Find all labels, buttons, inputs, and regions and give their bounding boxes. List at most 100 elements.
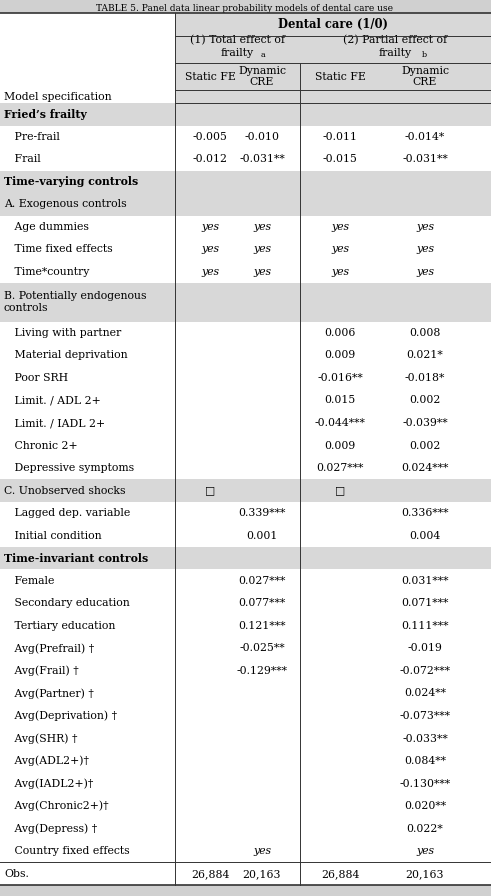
- Bar: [0, 194, 491, 216]
- Text: Lagged dep. variable: Lagged dep. variable: [4, 508, 130, 518]
- Text: Material deprivation: Material deprivation: [4, 350, 128, 360]
- Text: Dental care (1/0): Dental care (1/0): [278, 18, 388, 31]
- Text: Time-invariant controls: Time-invariant controls: [4, 553, 148, 564]
- Text: (1) Total effect of
frailty: (1) Total effect of frailty: [190, 35, 285, 58]
- Text: Obs.: Obs.: [4, 869, 29, 879]
- Text: 0.084**: 0.084**: [404, 756, 446, 766]
- Text: Pre-frail: Pre-frail: [4, 132, 60, 142]
- Text: -0.033**: -0.033**: [402, 734, 448, 744]
- Text: -0.010: -0.010: [245, 132, 279, 142]
- Text: 20,163: 20,163: [243, 869, 281, 879]
- Text: Static FE: Static FE: [185, 72, 236, 82]
- Text: Avg(Prefrail) †: Avg(Prefrail) †: [4, 643, 94, 654]
- Text: Avg(ADL2+)†: Avg(ADL2+)†: [4, 755, 89, 766]
- Text: yes: yes: [331, 245, 349, 254]
- Text: -0.129***: -0.129***: [237, 666, 288, 676]
- Text: □: □: [335, 486, 345, 495]
- Text: 0.077***: 0.077***: [238, 599, 286, 608]
- Text: -0.018*: -0.018*: [405, 373, 445, 383]
- Text: 0.031***: 0.031***: [401, 576, 449, 586]
- Text: -0.012: -0.012: [192, 154, 227, 164]
- Text: 0.339***: 0.339***: [238, 508, 286, 518]
- Text: 0.001: 0.001: [246, 530, 278, 540]
- Text: Avg(Deprivation) †: Avg(Deprivation) †: [4, 711, 117, 721]
- Text: TABLE 5. Panel data linear probability models of dental care use: TABLE 5. Panel data linear probability m…: [97, 4, 393, 13]
- Text: 0.020**: 0.020**: [404, 801, 446, 811]
- Text: a: a: [261, 50, 265, 58]
- Text: 0.024**: 0.024**: [404, 688, 446, 699]
- Text: Time fixed effects: Time fixed effects: [4, 245, 112, 254]
- Text: 0.027***: 0.027***: [238, 576, 286, 586]
- Bar: [0, 170, 491, 194]
- Text: Dynamic
CRE: Dynamic CRE: [238, 65, 286, 87]
- Text: Tertiary education: Tertiary education: [4, 621, 115, 631]
- Text: 0.021*: 0.021*: [407, 350, 443, 360]
- Text: yes: yes: [416, 846, 434, 857]
- Text: Dynamic
CRE: Dynamic CRE: [401, 65, 449, 87]
- Text: 0.024***: 0.024***: [401, 463, 449, 473]
- Text: 0.111***: 0.111***: [401, 621, 449, 631]
- Text: Model specification: Model specification: [4, 91, 111, 101]
- Text: 0.071***: 0.071***: [401, 599, 449, 608]
- Text: -0.025**: -0.025**: [239, 643, 285, 653]
- Text: yes: yes: [331, 267, 349, 277]
- Text: b: b: [421, 50, 427, 58]
- Text: Avg(SHR) †: Avg(SHR) †: [4, 733, 78, 744]
- Text: 0.121***: 0.121***: [238, 621, 286, 631]
- Text: C. Unobserved shocks: C. Unobserved shocks: [4, 486, 126, 495]
- Text: 0.027***: 0.027***: [316, 463, 364, 473]
- Text: (2) Partial effect of
frailty: (2) Partial effect of frailty: [343, 35, 448, 58]
- Text: Limit. / ADL 2+: Limit. / ADL 2+: [4, 395, 101, 406]
- Text: Frail: Frail: [4, 154, 41, 164]
- Text: Initial condition: Initial condition: [4, 530, 102, 540]
- Text: -0.014*: -0.014*: [405, 132, 445, 142]
- Text: -0.019: -0.019: [408, 643, 442, 653]
- Text: -0.016**: -0.016**: [317, 373, 363, 383]
- Text: 0.008: 0.008: [409, 328, 441, 338]
- Text: 0.336***: 0.336***: [401, 508, 449, 518]
- Text: -0.044***: -0.044***: [315, 418, 365, 428]
- Bar: [0, 479, 491, 502]
- Text: Avg(Frail) †: Avg(Frail) †: [4, 666, 79, 676]
- Text: yes: yes: [416, 222, 434, 232]
- Text: Female: Female: [4, 576, 55, 586]
- Bar: [0, 283, 491, 322]
- Text: yes: yes: [201, 222, 219, 232]
- Text: yes: yes: [201, 245, 219, 254]
- Text: A. Exogenous controls: A. Exogenous controls: [4, 200, 127, 210]
- Text: Poor SRH: Poor SRH: [4, 373, 68, 383]
- Text: Chronic 2+: Chronic 2+: [4, 441, 78, 451]
- Text: B. Potentially endogenous
controls: B. Potentially endogenous controls: [4, 291, 146, 314]
- Text: -0.031**: -0.031**: [239, 154, 285, 164]
- Text: 0.002: 0.002: [409, 441, 441, 451]
- Text: 0.009: 0.009: [325, 350, 355, 360]
- Text: 0.002: 0.002: [409, 395, 441, 406]
- Text: Country fixed effects: Country fixed effects: [4, 846, 130, 857]
- Text: Fried’s frailty: Fried’s frailty: [4, 108, 87, 120]
- Text: yes: yes: [253, 222, 271, 232]
- Text: Depressive symptoms: Depressive symptoms: [4, 463, 134, 473]
- Text: 26,884: 26,884: [191, 869, 229, 879]
- Text: yes: yes: [253, 245, 271, 254]
- Text: Avg(Partner) †: Avg(Partner) †: [4, 688, 94, 699]
- Text: yes: yes: [201, 267, 219, 277]
- Text: □: □: [205, 486, 215, 495]
- Text: -0.011: -0.011: [323, 132, 357, 142]
- Text: Limit. / IADL 2+: Limit. / IADL 2+: [4, 418, 105, 428]
- Text: -0.039**: -0.039**: [402, 418, 448, 428]
- Text: Avg(Chronic2+)†: Avg(Chronic2+)†: [4, 801, 109, 812]
- Text: Living with partner: Living with partner: [4, 328, 121, 338]
- Text: yes: yes: [253, 267, 271, 277]
- Text: Static FE: Static FE: [315, 72, 365, 82]
- Text: yes: yes: [416, 245, 434, 254]
- Text: Avg(Depress) †: Avg(Depress) †: [4, 823, 97, 834]
- Text: 0.004: 0.004: [409, 530, 440, 540]
- Text: -0.072***: -0.072***: [400, 666, 451, 676]
- Text: 0.006: 0.006: [325, 328, 355, 338]
- Text: -0.130***: -0.130***: [400, 779, 451, 788]
- Text: Age dummies: Age dummies: [4, 222, 89, 232]
- Text: yes: yes: [416, 267, 434, 277]
- Text: -0.015: -0.015: [323, 154, 357, 164]
- Bar: [0, 103, 491, 125]
- Text: Avg(IADL2+)†: Avg(IADL2+)†: [4, 779, 93, 788]
